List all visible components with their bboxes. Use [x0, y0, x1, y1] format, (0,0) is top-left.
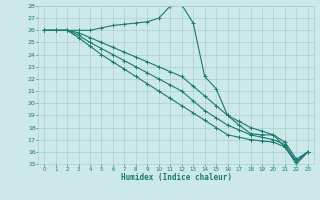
- X-axis label: Humidex (Indice chaleur): Humidex (Indice chaleur): [121, 173, 231, 182]
